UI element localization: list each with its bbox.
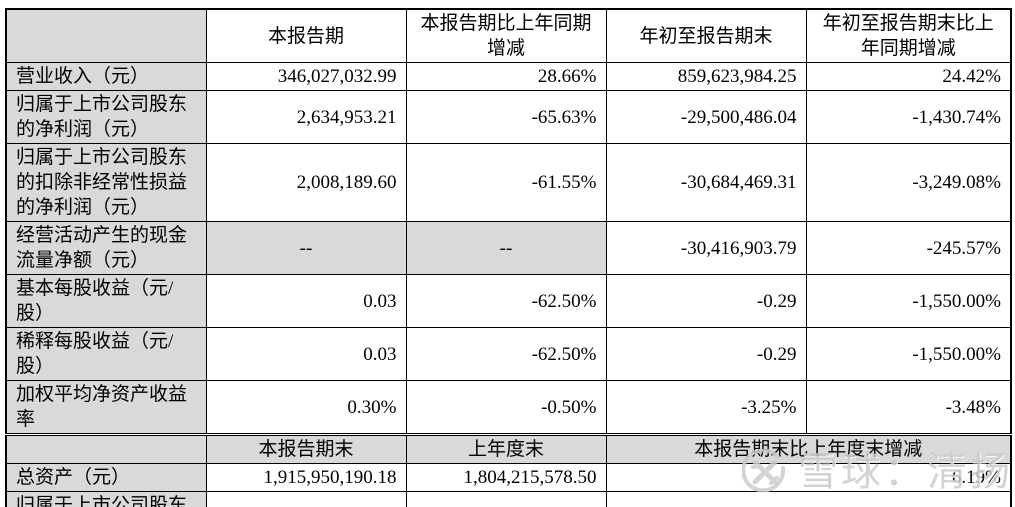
value-ytd-change: -3,249.08% xyxy=(805,143,1012,222)
value-period-end-change: -6.17% xyxy=(605,491,1012,507)
value-ytd-change: -3.48% xyxy=(805,380,1012,435)
value-current-period-change: -62.50% xyxy=(405,274,607,328)
row-label: 经营活动产生的现金流量净额（元） xyxy=(5,221,207,275)
empty-corner-cell xyxy=(5,433,207,464)
table-header-row-period-end: 本报告期末 上年度末 本报告期末比上年度末增减 xyxy=(5,433,1012,464)
column-header-ytd: 年初至报告期末 xyxy=(605,8,807,63)
value-current-period: 2,008,189.60 xyxy=(205,143,407,222)
column-header-period-end: 本报告期末 xyxy=(205,433,407,464)
table-row-net-profit: 归属于上市公司股东的净利润（元） 2,634,953.21 -65.63% -2… xyxy=(5,90,1012,144)
value-current-period: 0.03 xyxy=(205,327,407,381)
value-current-period-change: -65.63% xyxy=(405,90,607,144)
key-financial-data-table: 本报告期 本报告期比上年同期增减 年初至报告期末 年初至报告期末比上年同期增减 … xyxy=(5,8,1012,507)
row-label: 营业收入（元） xyxy=(5,62,207,91)
value-period-end-change: 6.19% xyxy=(605,463,1012,492)
value-prev-year-end: 935,343,852.35 xyxy=(405,491,607,507)
value-ytd-change: -245.57% xyxy=(805,221,1012,275)
table-row-diluted-eps: 稀释每股收益（元/股） 0.03 -62.50% -0.29 -1,550.00… xyxy=(5,327,1012,381)
value-current-period-change: -61.55% xyxy=(405,143,607,222)
table-row-total-assets: 总资产（元） 1,915,950,190.18 1,804,215,578.50… xyxy=(5,463,1012,492)
value-current-period: 0.30% xyxy=(205,380,407,435)
column-header-ytd-change: 年初至报告期末比上年同期增减 xyxy=(805,8,1012,63)
value-ytd-change: -1,550.00% xyxy=(805,327,1012,381)
value-current-period: 2,634,953.21 xyxy=(205,90,407,144)
value-ytd: -30,684,469.31 xyxy=(605,143,807,222)
table-row-operating-cash-flow: 经营活动产生的现金流量净额（元） -- -- -30,416,903.79 -2… xyxy=(5,221,1012,275)
table-row-equity-attributable: 归属于上市公司股东的所有者权益（元） 877,617,445.04 935,34… xyxy=(5,491,1012,507)
table-row-weighted-avg-roe: 加权平均净资产收益率 0.30% -0.50% -3.25% -3.48% xyxy=(5,380,1012,435)
value-ytd: -0.29 xyxy=(605,327,807,381)
row-label: 加权平均净资产收益率 xyxy=(5,380,207,435)
value-current-period: 0.03 xyxy=(205,274,407,328)
table-row-basic-eps: 基本每股收益（元/股） 0.03 -62.50% -0.29 -1,550.00… xyxy=(5,274,1012,328)
value-prev-year-end: 1,804,215,578.50 xyxy=(405,463,607,492)
table-row-net-profit-excl-nonrecurring: 归属于上市公司股东的扣除非经常性损益的净利润（元） 2,008,189.60 -… xyxy=(5,143,1012,222)
value-current-period: 346,027,032.99 xyxy=(205,62,407,91)
value-ytd-change: 24.42% xyxy=(805,62,1012,91)
empty-corner-cell xyxy=(5,8,207,63)
column-header-current-period: 本报告期 xyxy=(205,8,407,63)
value-ytd: -3.25% xyxy=(605,380,807,435)
table-header-row-period: 本报告期 本报告期比上年同期增减 年初至报告期末 年初至报告期末比上年同期增减 xyxy=(5,8,1012,63)
value-current-period-na: -- xyxy=(205,221,407,275)
value-period-end: 1,915,950,190.18 xyxy=(205,463,407,492)
table-row-operating-revenue: 营业收入（元） 346,027,032.99 28.66% 859,623,98… xyxy=(5,62,1012,91)
row-label: 归属于上市公司股东的净利润（元） xyxy=(5,90,207,144)
value-current-period-change: -62.50% xyxy=(405,327,607,381)
row-label: 归属于上市公司股东的扣除非经常性损益的净利润（元） xyxy=(5,143,207,222)
value-current-period-change: 28.66% xyxy=(405,62,607,91)
value-current-period-change-na: -- xyxy=(405,221,607,275)
column-header-current-period-change: 本报告期比上年同期增减 xyxy=(405,8,607,63)
value-ytd-change: -1,430.74% xyxy=(805,90,1012,144)
value-current-period-change: -0.50% xyxy=(405,380,607,435)
value-ytd: 859,623,984.25 xyxy=(605,62,807,91)
value-period-end: 877,617,445.04 xyxy=(205,491,407,507)
column-header-period-end-change: 本报告期末比上年度末增减 xyxy=(605,433,1012,464)
value-ytd-change: -1,550.00% xyxy=(805,274,1012,328)
row-label: 基本每股收益（元/股） xyxy=(5,274,207,328)
value-ytd: -0.29 xyxy=(605,274,807,328)
row-label: 归属于上市公司股东的所有者权益（元） xyxy=(5,491,207,507)
value-ytd: -29,500,486.04 xyxy=(605,90,807,144)
row-label: 总资产（元） xyxy=(5,463,207,492)
row-label: 稀释每股收益（元/股） xyxy=(5,327,207,381)
value-ytd: -30,416,903.79 xyxy=(605,221,807,275)
column-header-prev-year-end: 上年度末 xyxy=(405,433,607,464)
